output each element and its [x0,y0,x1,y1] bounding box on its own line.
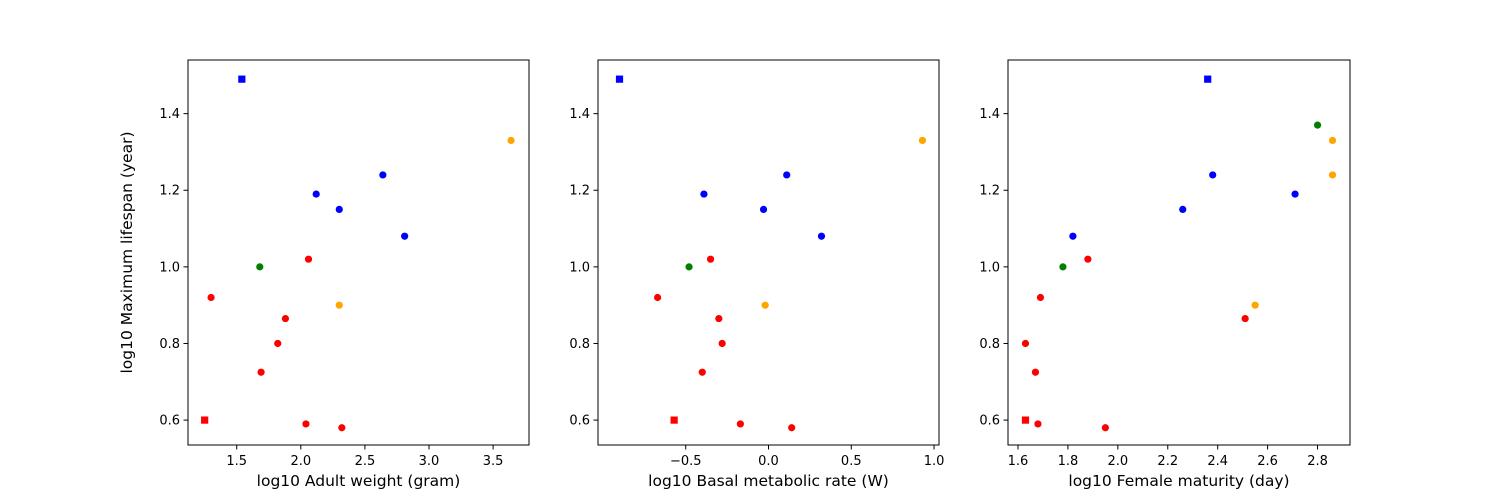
x-tick-label: 2.8 [1307,454,1328,469]
y-tick-label: 0.6 [979,414,1000,429]
data-point [1069,232,1077,240]
data-point [312,190,320,198]
y-tick-label: 0.8 [979,337,1000,352]
data-point [1059,263,1067,271]
data-point [1021,339,1030,348]
x-tick-label: 1.8 [1058,454,1079,469]
x-tick-label: 2.4 [1207,454,1228,469]
data-point [761,301,769,309]
y-tick-label: 1.4 [569,107,590,122]
x-tick-label: 3.0 [419,454,440,469]
x-tick-label: 0.0 [758,454,779,469]
y-tick-label: 0.8 [159,337,180,352]
data-point [401,232,409,240]
data-point [783,171,791,179]
data-point [1034,420,1042,428]
y-tick-label: 1.2 [979,184,1000,199]
data-point [1313,121,1322,129]
data-point [335,301,343,309]
x-tick-label: 2.6 [1257,454,1278,469]
data-point [1179,205,1187,214]
data-point [918,136,927,145]
y-tick-label: 0.6 [159,414,180,429]
data-point [304,255,313,263]
data-point [1209,171,1217,179]
subplot-female-maturity: 0.6 0.8 1.0 1.2 1.4 1.6 1.8 2.0 2.2 2.4 2.6 2.8 log1… [979,59,1351,490]
data-point [1036,293,1045,302]
x-tick-label: 3.5 [483,454,504,469]
data-point [1084,255,1092,263]
plot-area-frame [597,59,940,446]
data-point-square [1204,75,1212,83]
data-point [700,190,708,198]
plot-area-frame [187,59,530,446]
data-point [706,255,715,263]
data-point [817,232,826,240]
y-tick-label: 1.2 [569,184,590,199]
data-point [281,314,290,323]
x-tick-label: 0.5 [841,454,862,469]
data-point-square [670,416,678,424]
data-point [736,420,744,428]
y-tick-label: 1.0 [979,260,1000,275]
y-tick-label: 1.0 [569,260,590,275]
data-point [718,339,726,348]
data-point [257,368,265,376]
data-point [1101,424,1109,432]
data-point [1328,171,1337,179]
x-tick-label: 2.0 [290,454,311,469]
data-point [1251,301,1259,309]
y-tick-label: 1.4 [979,107,1000,122]
y-tick-label: 0.8 [569,337,590,352]
data-point [207,293,215,302]
plot-area-frame [1007,59,1351,446]
x-axis-label: log10 Adult weight (gram) [257,472,461,490]
subplot-adult-weight: 0.6 0.8 1.0 1.2 1.4 1.5 2.0 2.5 3.0 3.5 log10 Adul… [118,59,530,490]
data-point [507,136,515,145]
data-point [653,293,662,302]
data-point [788,424,796,432]
x-tick-label: 2.5 [355,454,376,469]
x-axis-label: log10 Basal metabolic rate (W) [648,472,889,490]
x-tick-label: 2.0 [1107,454,1128,469]
data-point [256,263,264,271]
data-point [379,171,387,179]
x-axis-label: log10 Female maturity (day) [1068,472,1289,490]
data-point [1031,368,1040,376]
subplot-basal-metabolic-rate: 0.6 0.8 1.0 1.2 1.4 −0.5 0.0 0.5 1.0 log10 Basal … [569,59,945,490]
x-tick-label: 2.2 [1157,454,1178,469]
y-tick-label: 1.4 [159,107,180,122]
x-tick-label: 1.6 [1008,454,1029,469]
data-point [759,205,768,214]
data-point-square [615,75,624,83]
y-tick-label: 1.0 [159,260,180,275]
data-point [1291,190,1299,198]
data-point [302,420,310,428]
data-point [1241,314,1249,323]
y-axis-label: log10 Maximum lifespan (year) [118,131,136,373]
data-point-square [238,75,246,83]
data-point [698,368,706,376]
data-point-square [201,416,209,424]
data-point [685,263,693,271]
data-point [335,205,343,214]
data-point-square [1021,416,1030,424]
data-point [1328,136,1337,145]
y-tick-label: 1.2 [159,184,180,199]
x-tick-label: 1.0 [924,454,945,469]
data-point [715,314,723,323]
y-tick-label: 0.6 [569,414,590,429]
data-point [338,424,346,432]
x-tick-label: −0.5 [670,454,702,469]
data-point [274,339,282,348]
x-tick-label: 1.5 [226,454,247,469]
